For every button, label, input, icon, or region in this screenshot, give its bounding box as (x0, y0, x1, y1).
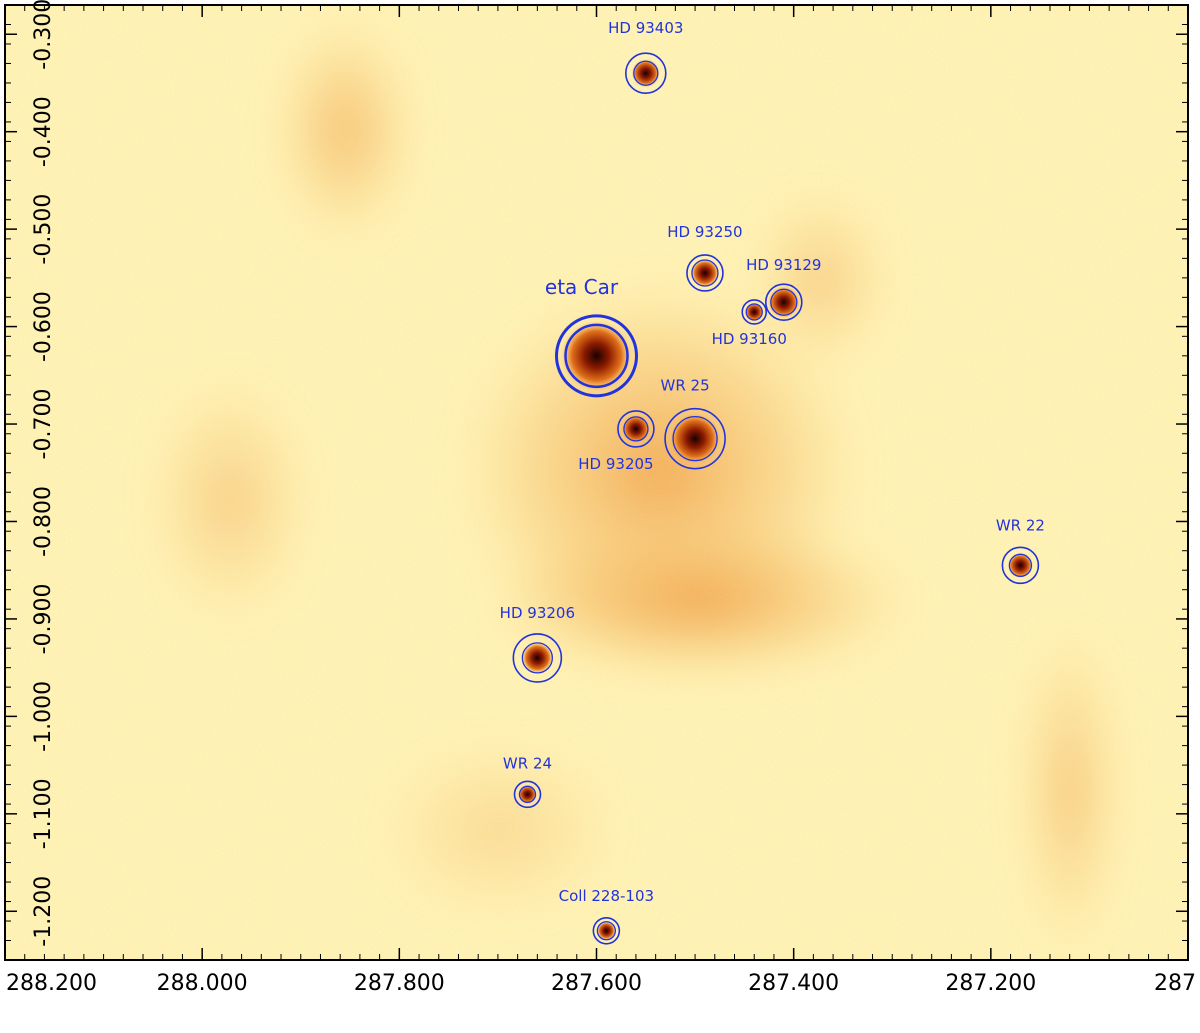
star-glow (517, 784, 538, 804)
source-outer-ring (664, 407, 726, 470)
star-glow (690, 258, 720, 288)
source-outer-ring (513, 780, 542, 809)
source-outer-ring (1001, 546, 1040, 585)
source-marker: HD 93206 (500, 604, 575, 683)
image-noise (5, 5, 1188, 960)
x-tick-label: 287.600 (551, 971, 642, 996)
x-tick-label: 288.200 (6, 971, 97, 996)
y-tick-label: -1.000 (31, 681, 56, 752)
source-label: HD 93205 (578, 455, 653, 473)
source-outer-ring (555, 314, 638, 398)
source-inner-ring (745, 303, 763, 321)
source-marker: HD 93129 (746, 256, 821, 322)
source-inner-ring (1008, 553, 1033, 577)
source-outer-ring (592, 916, 621, 945)
y-tick-label: -0.600 (31, 291, 56, 362)
y-tick-label: -0.700 (31, 389, 56, 460)
y-tick-label: -0.400 (31, 96, 56, 167)
x-tick-label: 287.200 (945, 971, 1036, 996)
x-tick-label: 287.800 (354, 971, 445, 996)
source-label: HD 93206 (500, 604, 575, 622)
star-glow (631, 58, 661, 88)
star-glow (1007, 552, 1034, 579)
source-outer-ring (617, 410, 655, 448)
source-inner-ring (518, 785, 537, 803)
source-outer-ring (686, 254, 724, 292)
source-marker: HD 93250 (667, 223, 743, 292)
star-glow (621, 414, 651, 444)
source-inner-ring (672, 415, 718, 462)
source-outer-ring (512, 633, 563, 683)
source-marker: HD 93403 (608, 19, 683, 95)
source-label: HD 93403 (608, 19, 683, 37)
source-label: WR 25 (661, 377, 710, 395)
source-label: HD 93250 (667, 223, 742, 241)
star-glow (669, 413, 721, 465)
source-marker: eta Car (545, 275, 638, 398)
source-marker: WR 24 (503, 754, 552, 809)
x-tick-label: 287.400 (748, 971, 839, 996)
source-label: Coll 228-103 (559, 887, 654, 905)
source-marker: WR 22 (996, 516, 1045, 585)
source-outer-ring (741, 299, 768, 325)
source-inner-ring (633, 60, 659, 86)
source-inner-ring (564, 323, 629, 389)
y-tick-label: -0.900 (31, 583, 56, 654)
source-inner-ring (691, 259, 719, 287)
y-tick-label: -1.100 (31, 778, 56, 849)
y-tick-label: -0.500 (31, 194, 56, 265)
star-glow (561, 320, 632, 392)
source-label: WR 22 (996, 516, 1045, 534)
star-glow (744, 302, 764, 322)
source-outer-ring (624, 52, 667, 95)
x-tick-label: 287 (1154, 971, 1196, 996)
source-inner-ring (521, 642, 553, 674)
x-tick-label: 288.000 (157, 971, 248, 996)
source-inner-ring (770, 288, 798, 316)
star-glow (521, 641, 554, 674)
source-outer-ring (765, 283, 803, 322)
source-marker: HD 93205 (578, 410, 655, 473)
star-glow (596, 921, 616, 941)
source-marker: WR 25 (661, 377, 726, 470)
y-tick-label: -1.200 (31, 876, 56, 947)
source-label: WR 24 (503, 754, 552, 772)
source-marker: HD 93160 (712, 299, 787, 348)
y-tick-label: -0.300 (31, 0, 56, 70)
source-inner-ring (596, 921, 617, 941)
source-label: eta Car (545, 275, 619, 299)
y-tick-label: -0.800 (31, 486, 56, 557)
source-marker: Coll 228-103 (559, 887, 654, 945)
source-label: HD 93160 (712, 330, 787, 348)
source-inner-ring (623, 416, 649, 442)
star-glow (767, 286, 800, 319)
source-label: HD 93129 (746, 256, 821, 274)
